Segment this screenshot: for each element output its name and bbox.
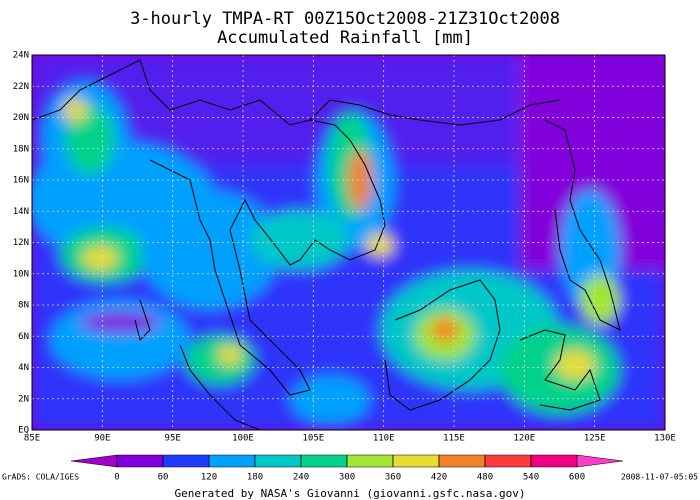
lat-label: 14N xyxy=(13,207,29,217)
lat-label: 18N xyxy=(13,144,29,154)
colorbar-swatch xyxy=(346,454,394,468)
lon-label: 90E xyxy=(94,434,110,444)
colorbar-label: 120 xyxy=(201,473,217,483)
lon-label: 110E xyxy=(373,434,395,444)
colorbar-label: 240 xyxy=(293,473,309,483)
colorbar-label: 600 xyxy=(569,473,585,483)
lat-label: EQ xyxy=(18,426,29,436)
lon-label: 100E xyxy=(232,434,254,444)
footer-right: 2008-11-07-05:05 xyxy=(621,473,698,482)
lon-label: 115E xyxy=(443,434,465,444)
lat-label: 10N xyxy=(13,269,29,279)
colorbar-label: 0 xyxy=(114,473,119,483)
subtitle: Accumulated Rainfall [mm] xyxy=(217,28,473,48)
coastlines xyxy=(32,59,621,430)
lat-label: 24N xyxy=(13,51,29,61)
map-frame xyxy=(31,54,666,431)
colorbar-label: 300 xyxy=(339,473,355,483)
lat-label: 2N xyxy=(18,394,29,404)
rainfall-field xyxy=(32,55,665,430)
colorbar-swatch xyxy=(438,454,486,468)
lon-label: 120E xyxy=(513,434,535,444)
colorbar-swatch xyxy=(116,454,164,468)
lon-label: 105E xyxy=(302,434,324,444)
colorbar-swatch xyxy=(576,454,624,468)
lat-label: 6N xyxy=(18,332,29,342)
colorbar-swatch xyxy=(70,454,118,468)
lat-label: 12N xyxy=(13,238,29,248)
lat-label: 4N xyxy=(18,363,29,373)
lat-label: 22N xyxy=(13,82,29,92)
colorbar-label: 420 xyxy=(431,473,447,483)
colorbar-swatch xyxy=(300,454,348,468)
colorbar-label: 540 xyxy=(523,473,539,483)
colorbar-label: 60 xyxy=(158,473,169,483)
axis-labels: 85E 90E 95E 100E 105E 110E 115E 120E 125E 130E EQ 2… xyxy=(13,51,676,444)
lon-label: 130E xyxy=(654,434,676,444)
footer-left: GrADS: COLA/IGES xyxy=(2,473,79,482)
lon-label: 85E xyxy=(24,434,40,444)
colorbar-swatch xyxy=(484,454,532,468)
lon-label: 95E xyxy=(165,434,181,444)
lat-label: 8N xyxy=(18,301,29,311)
colorbar-label: 180 xyxy=(247,473,263,483)
footer-center: Generated by NASA's Giovanni (giovanni.g… xyxy=(175,487,526,500)
title: 3-hourly TMPA-RT 00Z15Oct2008-21Z31Oct20… xyxy=(130,9,560,29)
colorbar-swatch xyxy=(530,454,578,468)
colorbar-swatch xyxy=(254,454,302,468)
colorbar-swatch xyxy=(162,454,210,468)
colorbar-swatch xyxy=(392,454,440,468)
lat-label: 16N xyxy=(13,176,29,186)
colorbar: 0 60 120 180 240 300 360 420 480 540 600 xyxy=(70,454,624,483)
lat-label: 20N xyxy=(13,113,29,123)
colorbar-label: 480 xyxy=(477,473,493,483)
colorbar-swatch xyxy=(208,454,256,468)
graticule xyxy=(32,55,665,430)
colorbar-label: 360 xyxy=(385,473,401,483)
lon-label: 125E xyxy=(584,434,606,444)
